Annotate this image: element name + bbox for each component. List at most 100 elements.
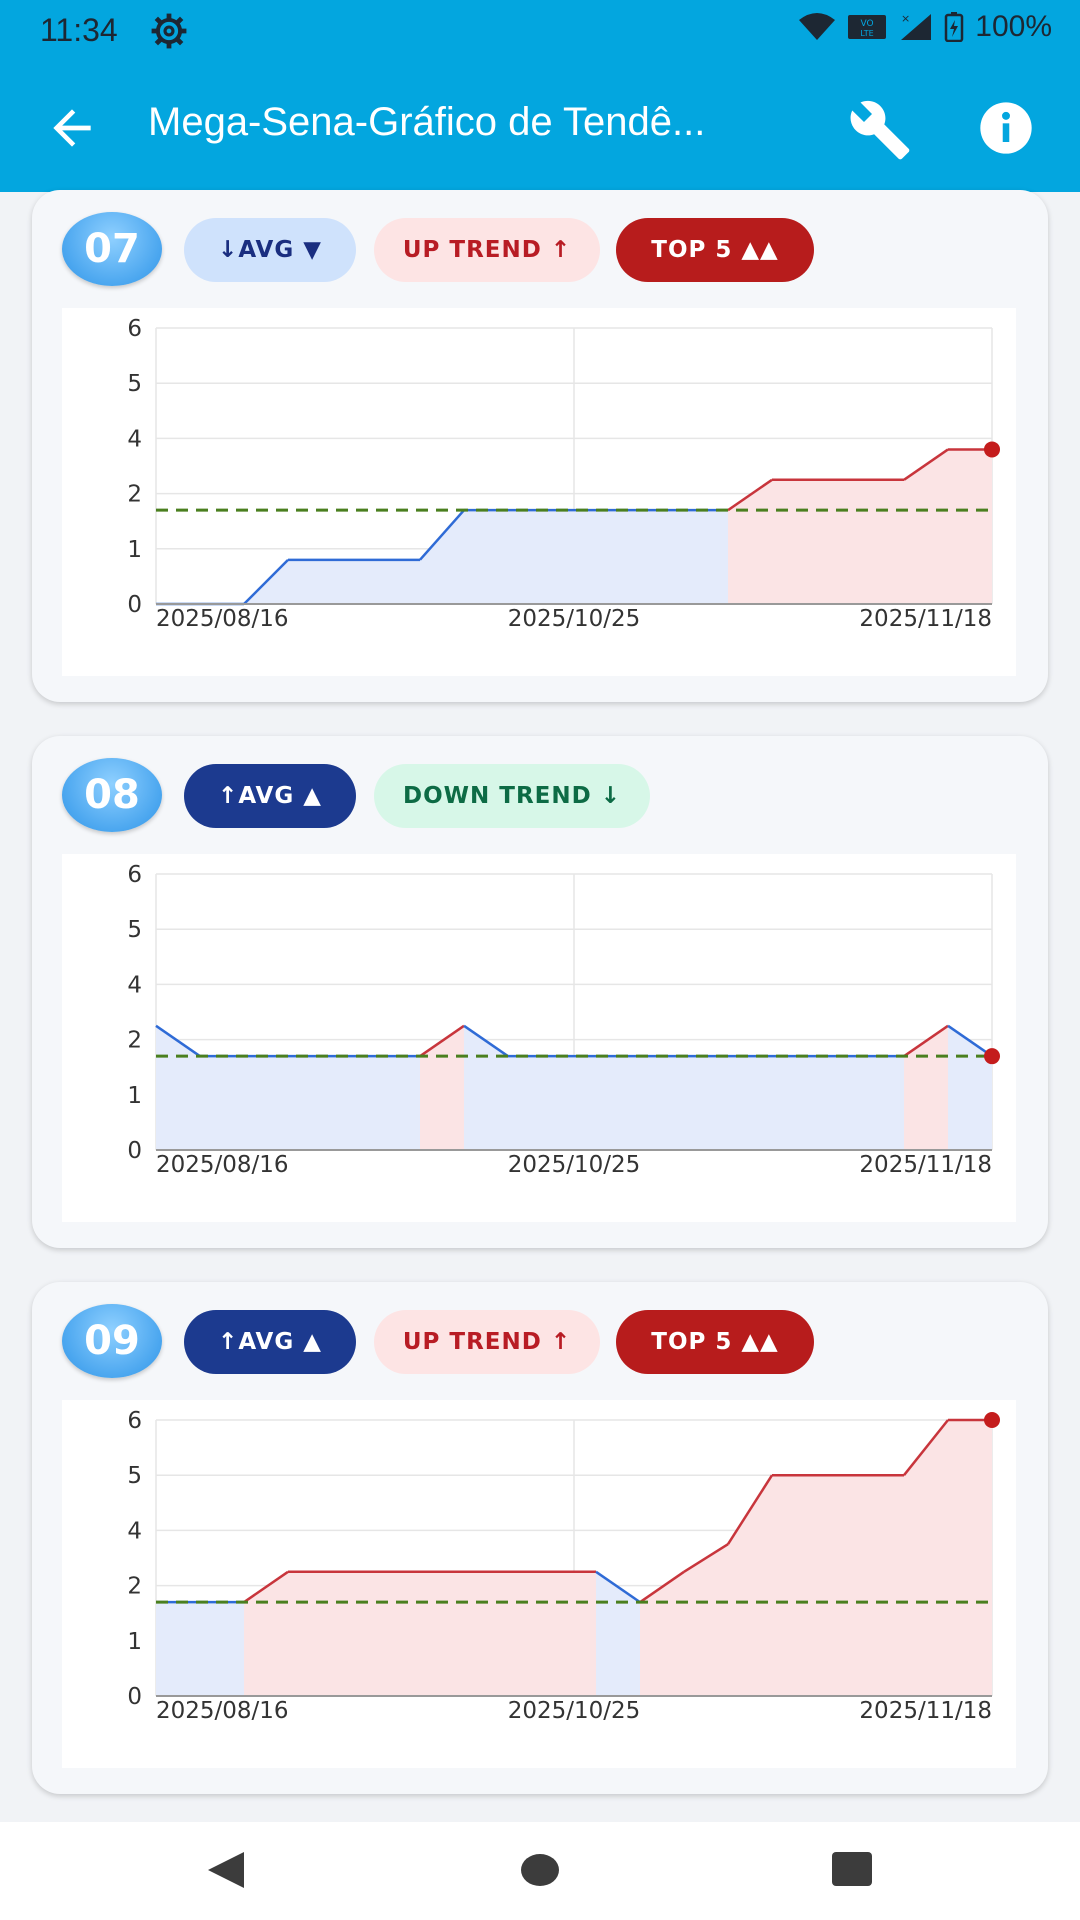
status-bar: 11:34 VO LTE × 100% — [0, 0, 1080, 64]
line-segment — [463, 1024, 509, 1058]
area-segment — [288, 559, 332, 604]
y-tick-label: 2 — [127, 1028, 142, 1054]
area-segment — [376, 1056, 420, 1150]
number-card-08[interactable]: 08 ↑AVG ▲ DOWN TREND ↓ 0 1 2 4 5 6 2025/08/16 2… — [32, 736, 1048, 1248]
area-segment — [728, 479, 772, 604]
trend-chart: 0 1 2 4 5 6 2025/08/16 2025/10/25 2025/11/18 — [62, 1400, 1016, 1768]
y-tick-label: 4 — [127, 426, 142, 452]
trend-chip: UP TREND ↑ — [374, 1310, 600, 1374]
x-tick-label: 2025/10/25 — [508, 1698, 641, 1724]
x-tick-label: 2025/10/25 — [508, 606, 641, 632]
x-tick-label: 2025/08/16 — [156, 1152, 289, 1178]
area-segment — [156, 1602, 200, 1696]
x-tick-label: 2025/08/16 — [156, 1698, 289, 1724]
number-badge: 07 — [62, 212, 162, 286]
avg-chip: ↑AVG ▲ — [184, 1310, 356, 1374]
last-point-marker — [984, 1048, 1000, 1065]
area-segment — [596, 1056, 640, 1150]
area-segment — [772, 1056, 816, 1150]
area-segment — [816, 1475, 860, 1696]
area-segment — [332, 1056, 376, 1150]
line-segment — [155, 1024, 201, 1058]
area-segment — [376, 559, 420, 604]
nav-back-button[interactable] — [206, 1850, 246, 1890]
area-segment — [640, 1571, 684, 1696]
area-segment — [860, 479, 904, 604]
area-segment — [816, 479, 860, 604]
x-tick-label: 2025/11/18 — [859, 606, 992, 632]
info-icon[interactable] — [978, 100, 1034, 156]
x-tick-label: 2025/08/16 — [156, 606, 289, 632]
area-segment — [552, 1571, 596, 1696]
line-segment — [419, 1024, 465, 1058]
y-tick-label: 1 — [127, 1083, 142, 1109]
area-segment — [332, 1571, 376, 1696]
area-segment — [420, 1571, 464, 1696]
area-segment — [244, 1056, 288, 1150]
y-tick-label: 1 — [127, 537, 142, 563]
area-segment — [244, 1571, 288, 1696]
area-segment — [684, 1544, 728, 1696]
line-segment — [903, 448, 949, 481]
area-segment — [508, 510, 552, 604]
trend-chart-svg: 0 1 2 4 5 6 2025/08/16 2025/10/25 2025/11/18 — [127, 1408, 1000, 1724]
line-segment — [243, 558, 289, 605]
trend-chip: UP TREND ↑ — [374, 218, 600, 282]
area-segment — [772, 1475, 816, 1696]
area-segment — [640, 1056, 684, 1150]
area-segment — [332, 559, 376, 604]
y-tick-label: 0 — [127, 592, 142, 618]
area-segment — [464, 510, 508, 604]
y-tick-label: 6 — [127, 316, 142, 342]
x-tick-label: 2025/11/18 — [859, 1152, 992, 1178]
battery-percent: 100% — [975, 10, 1052, 43]
gear-icon — [151, 13, 187, 49]
wrench-icon[interactable] — [848, 98, 912, 162]
area-segment — [596, 1571, 640, 1696]
number-card-09[interactable]: 09 ↑AVG ▲ UP TREND ↑ TOP 5 ▲▲ 0 1 2 4 5 6 2025… — [32, 1282, 1048, 1794]
area-segment — [860, 1475, 904, 1696]
trend-chart-svg: 0 1 2 4 5 6 2025/08/16 2025/10/25 2025/11/18 — [127, 316, 1000, 632]
trend-chip: DOWN TREND ↓ — [374, 764, 650, 828]
area-segment — [552, 1056, 596, 1150]
area-segment — [860, 1056, 904, 1150]
area-segment — [728, 1475, 772, 1696]
line-segment — [683, 1543, 729, 1573]
area-segment — [904, 449, 948, 604]
back-button[interactable] — [44, 100, 100, 156]
app-bar: 11:34 VO LTE × 100% Mega-Sena-Gráfico de … — [0, 0, 1080, 192]
line-segment — [903, 1024, 949, 1058]
trend-chart-svg: 0 1 2 4 5 6 2025/08/16 2025/10/25 2025/11/18 — [127, 862, 1000, 1178]
page-title: Mega-Sena-Gráfico de Tendê... — [148, 100, 706, 144]
last-point-marker — [984, 441, 1000, 458]
area-segment — [288, 1571, 332, 1696]
line-segment — [903, 1419, 949, 1476]
nav-recents-button[interactable] — [832, 1852, 872, 1886]
number-card-07[interactable]: 07 ↓AVG ▼ UP TREND ↑ TOP 5 ▲▲ 0 1 2 4 5 6 2025… — [32, 190, 1048, 702]
nav-home-button[interactable] — [521, 1854, 559, 1886]
trend-chart: 0 1 2 4 5 6 2025/08/16 2025/10/25 2025/11/18 — [62, 308, 1016, 676]
area-segment — [596, 510, 640, 604]
area-segment — [156, 1025, 200, 1150]
area-segment — [420, 510, 464, 604]
status-time: 11:34 — [40, 12, 118, 48]
wifi-icon — [799, 13, 836, 40]
area-segment — [288, 1056, 332, 1150]
area-segment — [420, 1025, 464, 1150]
area-segment — [684, 1056, 728, 1150]
area-segment — [640, 510, 684, 604]
number-badge: 08 — [62, 758, 162, 832]
line-segment — [947, 1024, 993, 1058]
signal-icon: × — [901, 12, 932, 40]
x-tick-label: 2025/11/18 — [859, 1698, 992, 1724]
top-chip: TOP 5 ▲▲ — [616, 218, 814, 282]
x-tick-label: 2025/10/25 — [508, 1152, 641, 1178]
area-segment — [948, 1420, 992, 1696]
y-tick-label: 5 — [127, 371, 142, 397]
svg-text:×: × — [901, 12, 910, 25]
area-segment — [200, 1602, 244, 1696]
trend-chart: 0 1 2 4 5 6 2025/08/16 2025/10/25 2025/11/18 — [62, 854, 1016, 1222]
number-badge: 09 — [62, 1304, 162, 1378]
line-segment — [419, 509, 465, 561]
